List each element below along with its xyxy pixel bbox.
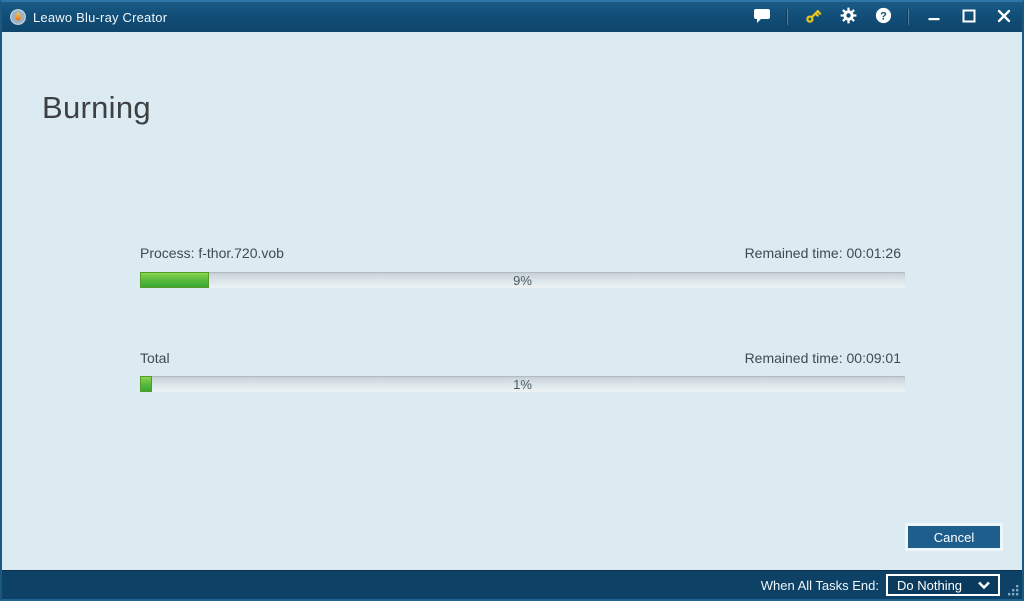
main-content: Burning Process: f-thor.720.vob Remained…: [2, 32, 1022, 570]
tasks-end-select[interactable]: Do Nothing: [886, 574, 1000, 596]
total-remained-time: Remained time: 00:09:01: [744, 350, 901, 366]
titlebar-controls: ?: [752, 6, 1014, 28]
titlebar-separator: [787, 9, 788, 25]
key-icon: [804, 7, 822, 28]
minimize-button[interactable]: [924, 6, 944, 28]
gear-icon: [840, 7, 857, 27]
process-label: Process: f-thor.720.vob: [140, 245, 284, 261]
register-button[interactable]: [803, 6, 823, 28]
close-icon: [997, 9, 1011, 26]
window-title: Leawo Blu-ray Creator: [33, 9, 168, 25]
chevron-down-icon: [977, 581, 991, 590]
total-label: Total: [140, 350, 170, 366]
process-progress-fill: [140, 272, 209, 288]
page-title: Burning: [42, 90, 151, 125]
titlebar-separator: [908, 9, 909, 25]
titlebar: Leawo Blu-ray Creator: [2, 2, 1022, 32]
total-progress-bar: 1%: [140, 376, 905, 392]
maximize-icon: [962, 9, 976, 26]
process-percent-label: 9%: [513, 272, 532, 288]
resize-grip[interactable]: [1006, 583, 1020, 597]
total-progress-fill: [140, 376, 152, 392]
speech-bubble-icon: [753, 8, 771, 27]
total-percent-label: 1%: [513, 376, 532, 392]
footer-bar: When All Tasks End: Do Nothing: [2, 570, 1022, 599]
minimize-icon: [928, 10, 940, 25]
question-mark-icon: ?: [875, 7, 892, 27]
maximize-button[interactable]: [959, 6, 979, 28]
feedback-button[interactable]: [752, 6, 772, 28]
cancel-button[interactable]: Cancel: [905, 523, 1003, 551]
app-logo-icon: [10, 9, 26, 25]
tasks-end-selected-option: Do Nothing: [897, 577, 963, 593]
close-button[interactable]: [994, 6, 1014, 28]
svg-text:?: ?: [880, 10, 887, 22]
settings-button[interactable]: [838, 6, 858, 28]
help-button[interactable]: ?: [873, 6, 893, 28]
process-progress-bar: 9%: [140, 272, 905, 288]
when-all-tasks-end-label: When All Tasks End:: [760, 577, 879, 593]
process-remained-time: Remained time: 00:01:26: [744, 245, 901, 261]
